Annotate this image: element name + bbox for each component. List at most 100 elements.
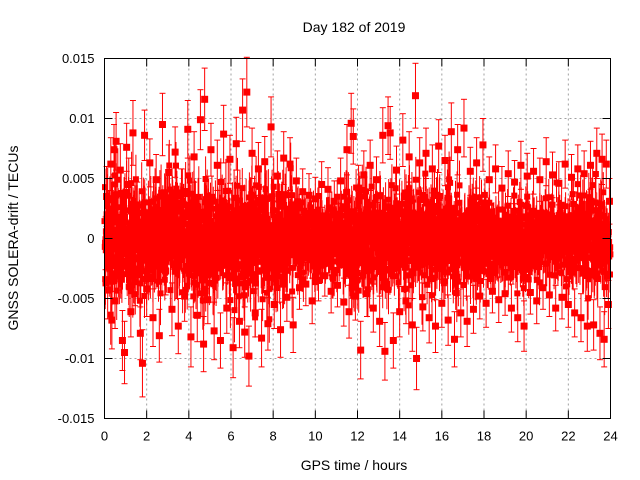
data-point: [355, 164, 363, 212]
data-point: [299, 168, 307, 215]
data-point: [526, 270, 534, 315]
point-marker: [405, 153, 413, 161]
point-marker: [340, 298, 348, 306]
point-marker: [123, 143, 131, 151]
point-marker: [277, 326, 285, 334]
data-point: [116, 143, 124, 197]
data-point: [286, 137, 294, 191]
point-marker: [558, 293, 566, 301]
x-tick-label: 22: [561, 429, 575, 444]
data-point: [213, 139, 221, 191]
data-point: [138, 329, 146, 398]
data-point: [105, 196, 113, 245]
point-marker: [239, 106, 247, 114]
point-marker: [363, 290, 371, 298]
data-point: [552, 284, 560, 332]
data-point: [416, 137, 424, 189]
point-marker: [116, 166, 124, 174]
data-point: [111, 272, 119, 329]
point-marker: [171, 148, 179, 156]
point-marker: [580, 170, 588, 178]
x-tick-label: 18: [477, 429, 491, 444]
point-marker: [305, 191, 313, 199]
data-point: [131, 257, 139, 307]
data-point: [333, 263, 341, 308]
point-marker: [416, 159, 424, 167]
point-marker: [143, 285, 151, 293]
point-marker: [165, 169, 173, 176]
point-marker: [345, 308, 353, 316]
data-point: [482, 278, 490, 328]
point-marker: [105, 217, 113, 224]
point-marker: [261, 158, 269, 166]
data-point: [460, 98, 468, 158]
point-marker: [337, 177, 345, 185]
data-point: [165, 144, 173, 201]
data-point: [586, 140, 594, 190]
point-marker: [243, 88, 251, 96]
data-point: [530, 148, 538, 195]
chart-title: Day 182 of 2019: [303, 19, 406, 35]
point-marker: [187, 333, 195, 341]
point-marker: [600, 335, 608, 343]
data-point: [561, 139, 569, 189]
point-marker: [447, 128, 455, 136]
point-marker: [177, 189, 185, 197]
data-point: [376, 295, 384, 347]
data-point: [574, 144, 582, 194]
point-marker: [583, 322, 591, 330]
point-marker: [428, 165, 436, 173]
point-marker: [435, 142, 443, 150]
point-marker: [245, 352, 253, 360]
point-marker: [229, 344, 237, 352]
point-marker: [357, 346, 365, 354]
y-axis-ticks: -0.015 -0.01 -0.005 0 0.005 0.01 0.015: [58, 51, 611, 426]
point-marker: [241, 328, 249, 336]
point-marker: [485, 176, 493, 184]
data-point: [441, 134, 449, 187]
data-point: [235, 294, 243, 349]
point-marker: [343, 146, 351, 154]
point-marker: [376, 317, 384, 325]
data-point: [473, 137, 481, 189]
point-marker: [251, 309, 259, 317]
data-point: [488, 269, 496, 314]
data-point: [226, 134, 234, 184]
point-marker: [457, 309, 465, 317]
point-marker: [289, 321, 297, 329]
point-marker: [213, 161, 221, 169]
point-marker: [267, 123, 275, 131]
point-marker: [520, 322, 528, 330]
point-marker: [396, 308, 404, 316]
point-marker: [220, 130, 228, 138]
point-marker: [184, 125, 192, 133]
y-tick-label: 0.01: [69, 111, 94, 126]
point-marker: [567, 173, 575, 181]
data-point: [466, 146, 474, 196]
data-point: [567, 154, 575, 201]
point-marker: [386, 129, 394, 137]
data-point: [549, 151, 557, 199]
data-point: [121, 320, 129, 385]
point-marker: [207, 146, 215, 154]
point-marker: [450, 335, 458, 343]
data-point: [193, 288, 201, 343]
data-point: [146, 138, 154, 188]
data-point: [190, 131, 198, 183]
data-point: [239, 78, 247, 142]
data-point: [545, 272, 553, 317]
point-marker: [204, 296, 212, 304]
point-marker: [590, 321, 598, 329]
y-tick-label: 0.005: [62, 171, 95, 186]
point-marker: [604, 301, 612, 308]
data-point: [143, 260, 151, 317]
x-tick-label: 14: [392, 429, 406, 444]
point-marker: [526, 289, 534, 296]
point-marker: [501, 290, 509, 298]
data-point: [363, 270, 371, 317]
data-point: [187, 306, 195, 368]
data-point: [393, 145, 401, 195]
x-tick-label: 12: [350, 429, 364, 444]
data-point: [408, 298, 416, 352]
data-point: [277, 301, 285, 358]
